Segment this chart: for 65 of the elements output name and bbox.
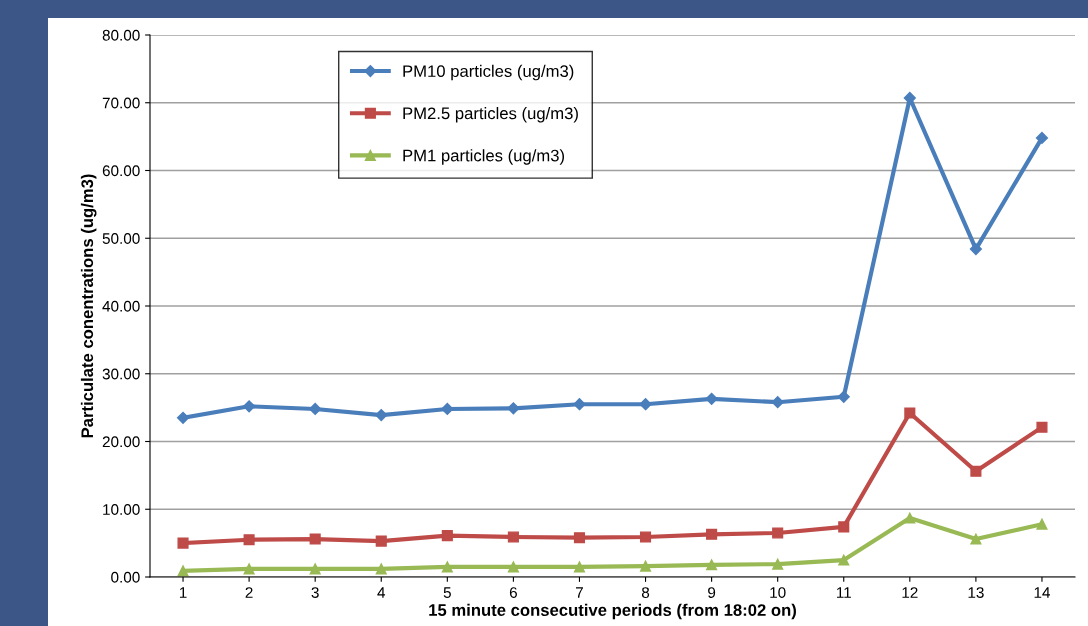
y-tick-label: 30.00 — [102, 368, 140, 380]
y-tick-label: 80.00 — [102, 29, 140, 41]
x-tick-label: 6 — [509, 587, 517, 598]
point — [772, 558, 784, 570]
x-tick-label: 4 — [377, 587, 386, 598]
y-tick-label: 70.00 — [102, 97, 140, 109]
point — [441, 561, 453, 573]
y-axis-title: Particulate conentrations (ug/m3) — [80, 174, 97, 438]
point — [639, 531, 652, 543]
point — [1036, 518, 1048, 530]
x-tick-label: 14 — [1034, 587, 1051, 598]
point — [507, 561, 519, 573]
point — [706, 528, 718, 540]
point — [639, 398, 652, 411]
point — [573, 398, 586, 411]
point — [838, 521, 850, 533]
x-tick-label: 5 — [443, 587, 451, 598]
point — [837, 390, 850, 403]
point — [309, 402, 322, 416]
legend-label: PM10 particles (ug/m3) — [403, 64, 574, 81]
x-tick-label: 12 — [902, 587, 918, 598]
point — [177, 565, 189, 577]
x-tick-label: 13 — [968, 587, 984, 598]
point — [177, 537, 189, 549]
point — [375, 563, 387, 575]
point — [904, 512, 916, 524]
legend-label: PM1 particles (ug/m3) — [403, 149, 565, 165]
point — [243, 563, 255, 575]
x-tick-label: 10 — [770, 587, 786, 598]
point — [904, 407, 916, 419]
y-tick-label: 0.00 — [111, 571, 140, 583]
point — [969, 242, 982, 256]
legend-label: PM2.5 particles (ug/m3) — [403, 107, 578, 123]
y-tick-label: 40.00 — [102, 300, 140, 312]
point — [970, 465, 982, 477]
x-tick-label: 3 — [311, 587, 319, 598]
x-tick-label: 2 — [245, 587, 253, 598]
point — [309, 533, 321, 545]
point — [309, 563, 321, 575]
point — [375, 408, 388, 422]
point — [573, 532, 586, 544]
point — [441, 530, 453, 542]
y-tick-label: 50.00 — [102, 233, 140, 244]
y-tick-label: 60.00 — [102, 165, 140, 177]
x-tick-label: 11 — [836, 587, 851, 598]
point — [375, 535, 387, 547]
point — [838, 554, 850, 566]
x-tick-label: 8 — [641, 587, 650, 598]
point — [706, 559, 718, 571]
point — [507, 531, 519, 543]
x-tick-label: 7 — [576, 587, 583, 598]
point — [441, 402, 454, 416]
x-axis-title: 15 minute consecutive periods (from 18:02 on) — [429, 603, 796, 620]
point — [1036, 421, 1048, 433]
point — [970, 533, 982, 545]
point — [1035, 131, 1049, 145]
point — [573, 561, 586, 573]
x-tick-label: 9 — [708, 587, 716, 598]
point — [176, 411, 190, 424]
y-tick-label: 20.00 — [102, 436, 140, 448]
point — [639, 560, 652, 572]
point — [772, 527, 784, 539]
x-tick-label: 1 — [179, 587, 187, 598]
point — [243, 534, 255, 546]
y-tick-label: 10.00 — [103, 504, 140, 515]
